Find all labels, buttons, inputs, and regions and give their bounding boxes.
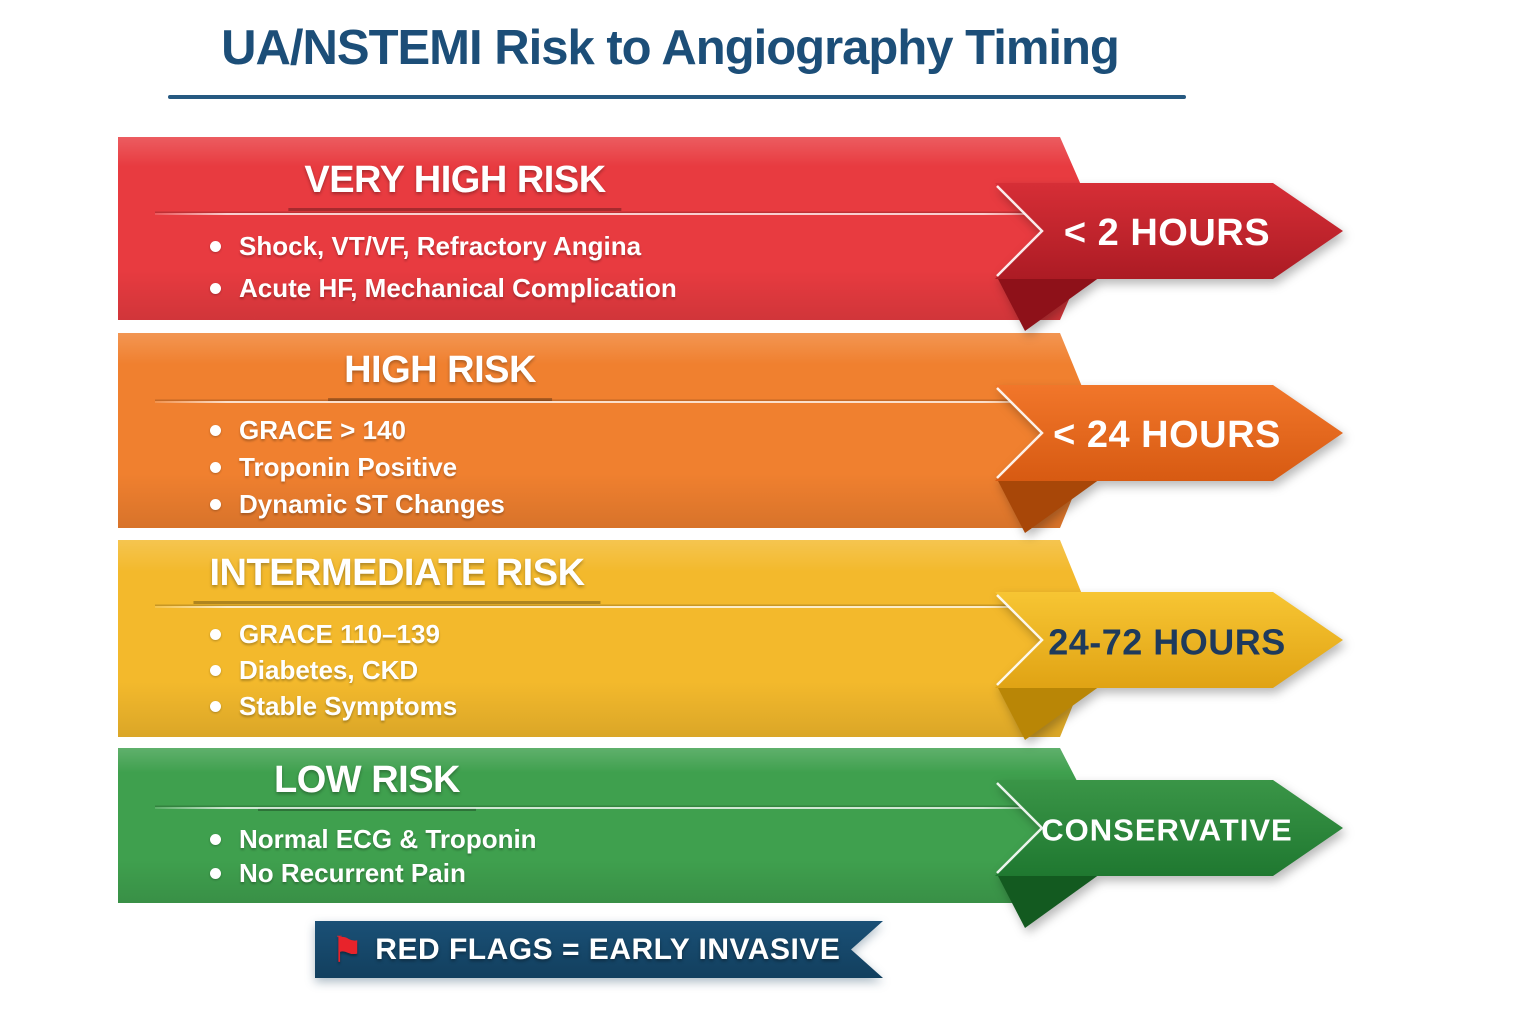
arrow-fold <box>997 479 1100 533</box>
arrow-fold <box>997 874 1100 928</box>
band-bullet-list: GRACE 110–139 Diabetes, CKD Stable Sympt… <box>210 616 457 724</box>
bullet-item: GRACE 110–139 <box>210 616 457 652</box>
band-background <box>118 540 1100 737</box>
timing-arrow: < 24 HOURS <box>995 385 1343 533</box>
bullet-item: Acute HF, Mechanical Complication <box>210 267 677 309</box>
band-background <box>118 137 1100 320</box>
footer-label: RED FLAGS = EARLY INVASIVE <box>375 932 841 966</box>
arrow-highlight <box>996 782 1044 874</box>
arrow-label: < 24 HOURS <box>1053 414 1281 456</box>
arrow-label: CONSERVATIVE <box>1041 813 1292 848</box>
band-separator-line <box>155 213 1055 215</box>
footer-banner: ⚑ RED FLAGS = EARLY INVASIVE <box>315 921 883 978</box>
band-separator-line <box>155 606 1055 608</box>
band-separator-line <box>155 401 1055 403</box>
timing-arrow: < 2 HOURS <box>995 183 1343 331</box>
arrow-highlight <box>996 185 1044 277</box>
band-bullet-list: Shock, VT/VF, Refractory Angina Acute HF… <box>210 225 677 309</box>
timing-arrow: 24-72 HOURS <box>995 592 1343 740</box>
band-background <box>118 748 1100 903</box>
band-heading: VERY HIGH RISK <box>288 159 622 211</box>
timing-arrow: CONSERVATIVE <box>995 780 1343 928</box>
arrow-highlight <box>996 594 1044 686</box>
band-bullet-list: Normal ECG & Troponin No Recurrent Pain <box>210 822 537 890</box>
arrow-highlight <box>996 387 1044 479</box>
band-heading: HIGH RISK <box>328 349 552 401</box>
arrow-body <box>995 385 1343 481</box>
page-title: UA/NSTEMI Risk to Angiography Timing <box>221 21 1120 75</box>
risk-band-intermediate: INTERMEDIATE RISK GRACE 110–139 Diabetes… <box>118 540 1343 740</box>
arrow-body <box>995 592 1343 688</box>
band-separator-line <box>155 807 1055 809</box>
risk-band-low: LOW RISK Normal ECG & Troponin No Recurr… <box>118 748 1343 928</box>
arrow-label: 24-72 HOURS <box>1048 622 1286 663</box>
bullet-item: Dynamic ST Changes <box>210 486 505 523</box>
bullet-item: GRACE > 140 <box>210 412 505 449</box>
bullet-item: Stable Symptoms <box>210 688 457 724</box>
red-flag-icon: ⚑ <box>331 928 364 970</box>
bullet-item: No Recurrent Pain <box>210 856 537 890</box>
arrow-body <box>995 780 1343 876</box>
bullet-item: Troponin Positive <box>210 449 505 486</box>
risk-band-very-high: VERY HIGH RISK Shock, VT/VF, Refractory … <box>118 137 1343 331</box>
risk-band-high: HIGH RISK GRACE > 140 Troponin Positive … <box>118 333 1343 533</box>
bullet-item: Shock, VT/VF, Refractory Angina <box>210 225 677 267</box>
bullet-item: Diabetes, CKD <box>210 652 457 688</box>
band-heading: INTERMEDIATE RISK <box>193 552 601 604</box>
arrow-fold <box>997 277 1100 331</box>
band-background <box>118 333 1100 528</box>
arrow-fold <box>997 686 1100 740</box>
bullet-item: Normal ECG & Troponin <box>210 822 537 856</box>
arrow-label: < 2 HOURS <box>1064 212 1270 254</box>
band-heading: LOW RISK <box>258 759 476 811</box>
band-bullet-list: GRACE > 140 Troponin Positive Dynamic ST… <box>210 412 505 523</box>
footer-ribbon: ⚑ RED FLAGS = EARLY INVASIVE <box>315 921 883 978</box>
title-underline <box>168 95 1186 99</box>
arrow-body <box>995 183 1343 279</box>
